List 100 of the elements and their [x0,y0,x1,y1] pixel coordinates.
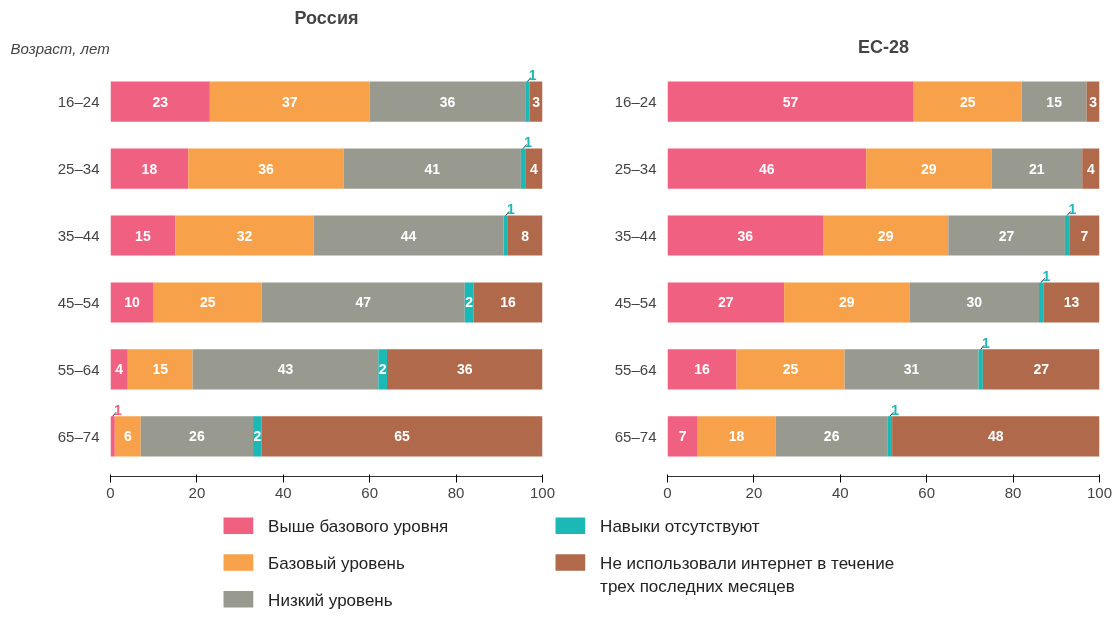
legend-label: Низкий уровень [268,591,393,611]
data-label: 16 [694,361,711,378]
data-label: 3 [1089,93,1098,110]
data-label: 43 [277,361,294,378]
data-label: 27 [718,294,734,311]
data-label: 18 [141,160,158,177]
data-label: 1 [113,401,122,418]
data-label: 4 [115,361,124,378]
x-tick-label: 20 [745,483,763,501]
data-label: 15 [135,227,151,244]
bar [697,416,776,457]
data-label: 4 [1086,160,1095,177]
data-label: 36 [737,227,754,244]
data-label: 21 [1029,160,1045,177]
bar [667,215,824,256]
data-label: 1 [891,401,900,418]
legend-label: Выше базового уровня [268,517,449,537]
data-label: 36 [439,93,456,110]
bar [991,148,1083,189]
data-label: 27 [1033,361,1050,378]
y-tick-label: 65–74 [57,427,100,445]
y-tick-label: 45–54 [57,293,100,311]
data-label: 1 [1068,201,1077,218]
data-label: 8 [521,227,530,244]
data-label: 1 [982,334,990,351]
x-tick-label: 60 [361,483,379,501]
data-label: 2 [253,428,262,445]
bar [525,81,530,122]
bar [775,416,888,457]
data-label: 23 [152,93,169,110]
data-label: 1 [507,201,516,218]
bar [1021,81,1087,122]
bar [209,81,370,122]
x-tick-label: 100 [1086,483,1113,501]
x-tick-label: 40 [274,483,292,501]
data-label: 26 [189,428,205,445]
bar [948,215,1065,256]
x-tick-label: 80 [1004,483,1022,501]
bar [520,148,526,189]
bar [866,148,992,189]
bar [110,81,210,122]
bar [1039,282,1044,323]
data-label: 1 [528,67,537,84]
bar [110,215,176,256]
bar [1064,215,1070,256]
bar [110,416,115,457]
data-label: 6 [123,428,132,445]
bar [667,349,737,390]
bar [473,282,543,323]
bar [313,215,504,256]
bar [192,349,379,390]
bar [110,282,154,323]
bar [175,215,314,256]
y-tick-label: 16–24 [614,93,657,111]
bar [667,416,698,457]
data-label: 36 [456,361,473,378]
data-label: 36 [258,160,275,177]
y-tick-label: 35–44 [57,227,100,245]
y-tick-label: 25–34 [57,160,100,178]
bar [188,148,344,189]
data-label: 29 [921,160,937,177]
bar [844,349,979,390]
bar [114,416,141,457]
y-tick-label: 65–74 [614,427,657,445]
bar [982,349,1100,390]
bar [892,416,1100,457]
chart-title: Россия [294,7,359,28]
data-label: 31 [903,361,920,378]
bar [507,215,543,256]
data-label: 1 [524,134,533,151]
data-label: 44 [400,227,417,244]
data-label: 25 [782,361,799,378]
data-label: 2 [465,294,474,311]
x-tick-label: 60 [918,483,936,501]
bar [140,416,254,457]
data-label: 15 [1046,93,1063,110]
bar [978,349,983,390]
chart-title: ЕС-28 [857,36,910,57]
bar [261,282,465,323]
data-label: 1 [1042,268,1051,285]
bar [386,349,543,390]
bar [127,349,193,390]
data-label: 27 [998,227,1015,244]
data-label: 29 [877,227,894,244]
bar [913,81,1022,122]
data-label: 15 [152,361,169,378]
bar [369,81,526,122]
data-label: 47 [355,294,372,311]
legend-label: Базовый уровень [268,554,405,574]
bar [261,416,543,457]
y-tick-label: 55–64 [614,360,657,378]
data-label: 10 [124,294,141,311]
x-tick-label: 0 [663,483,672,501]
data-label: 48 [988,428,1004,445]
bar [110,349,128,390]
y-tick-label: 55–64 [57,360,100,378]
data-label: 7 [1080,227,1089,244]
data-label: 46 [759,160,775,177]
bar [1082,148,1100,189]
bar [153,282,262,323]
